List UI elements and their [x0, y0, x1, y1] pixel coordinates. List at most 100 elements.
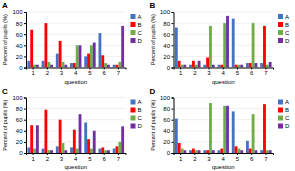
tick-label: 3 — [207, 70, 211, 76]
tick-label: 20 — [163, 139, 170, 145]
y-axis-title: Percent of pupils (%) — [150, 100, 156, 151]
tick: 1 — [31, 153, 35, 162]
tick-mark — [209, 68, 210, 70]
bar — [266, 65, 269, 68]
bar — [73, 63, 76, 67]
tick-mark — [24, 109, 26, 110]
tick-label: 20 — [163, 54, 170, 60]
tick-label: 100 — [12, 9, 23, 15]
tick: 5 — [236, 153, 240, 162]
legend-swatch — [278, 116, 283, 121]
tick-mark — [104, 68, 105, 70]
bar — [79, 45, 82, 67]
panel-label: D — [150, 87, 156, 96]
legend-label: A — [138, 99, 142, 105]
bar — [44, 110, 47, 153]
tick-mark — [24, 34, 26, 35]
bar — [266, 150, 269, 153]
tick-label: 7 — [264, 70, 268, 76]
bar — [121, 26, 124, 68]
legend-label: B — [138, 22, 142, 28]
axis-line — [172, 13, 175, 69]
bar — [76, 45, 79, 67]
tick: 40 — [163, 43, 173, 49]
bar — [113, 149, 116, 153]
tick-label: 3 — [60, 70, 64, 76]
tick-label: 80 — [16, 106, 23, 112]
tick-mark — [172, 34, 174, 35]
legend-swatch — [131, 124, 136, 129]
bar — [27, 61, 30, 68]
bar — [203, 150, 206, 153]
legend-item: B — [278, 22, 289, 28]
tick-mark — [33, 153, 34, 155]
bar — [101, 147, 104, 153]
bars — [27, 23, 124, 67]
legend-swatch — [131, 30, 136, 35]
bar — [189, 65, 192, 68]
tick-label: 80 — [163, 21, 170, 27]
x-axis: 1234567 — [174, 68, 274, 77]
legend-swatch — [131, 116, 136, 121]
tick-mark — [24, 153, 26, 154]
tick-mark — [104, 153, 105, 155]
legend-item: A — [278, 14, 289, 20]
bar — [220, 65, 223, 68]
legend-label: C — [285, 115, 290, 121]
tick-label: 5 — [88, 156, 92, 162]
bar — [255, 63, 258, 67]
panel-label: A — [2, 1, 8, 10]
bar — [235, 146, 238, 153]
tick-mark — [24, 98, 26, 99]
bar — [263, 104, 266, 153]
tick-mark — [172, 45, 174, 46]
x-axis-title: question — [212, 79, 235, 85]
tick: 20 — [163, 54, 173, 60]
bar-series — [30, 110, 118, 153]
tick-label: 80 — [163, 106, 170, 112]
bar — [178, 143, 181, 153]
legend-swatch — [131, 38, 136, 43]
tick-label: 0 — [19, 150, 23, 156]
tick-mark — [61, 153, 62, 155]
bar — [220, 149, 223, 153]
tick: 1 — [179, 68, 183, 77]
bar — [107, 65, 110, 68]
tick: 7 — [117, 68, 121, 77]
tick-mark — [24, 23, 26, 24]
tick: 5 — [88, 153, 92, 162]
grid-line — [174, 12, 274, 13]
tick-mark — [223, 68, 224, 70]
plot-area: 0204060801001234567 — [12, 9, 126, 76]
legend-swatch — [278, 124, 283, 129]
tick: 60 — [16, 117, 26, 123]
tick-label: 0 — [167, 65, 171, 71]
bar — [73, 130, 76, 153]
tick: 6 — [250, 153, 254, 162]
tick-mark — [237, 68, 238, 70]
legend-swatch — [278, 108, 283, 113]
y-axis-title: Percent of pupils (%) — [150, 14, 156, 65]
bar — [269, 62, 272, 68]
bar — [79, 114, 82, 153]
legend-item: C — [278, 115, 290, 121]
tick-mark — [180, 68, 181, 70]
bar — [226, 106, 229, 153]
legend-item: D — [278, 38, 290, 44]
tick: 6 — [103, 68, 107, 77]
tick-mark — [24, 45, 26, 46]
bars — [175, 16, 272, 68]
bar — [104, 150, 107, 153]
plot-area: 0204060801001234567 — [160, 9, 274, 76]
x-axis: 1234567 — [174, 153, 274, 162]
tick-mark — [194, 68, 195, 70]
legend: ABCD — [278, 99, 290, 129]
tick: 5 — [88, 68, 92, 77]
legend-item: B — [278, 107, 289, 113]
panel-label: B — [150, 1, 156, 10]
tick: 4 — [74, 153, 78, 162]
bar — [246, 63, 249, 67]
tick-label: 7 — [117, 70, 121, 76]
bar-series — [27, 33, 115, 67]
tick: 100 — [12, 95, 26, 101]
